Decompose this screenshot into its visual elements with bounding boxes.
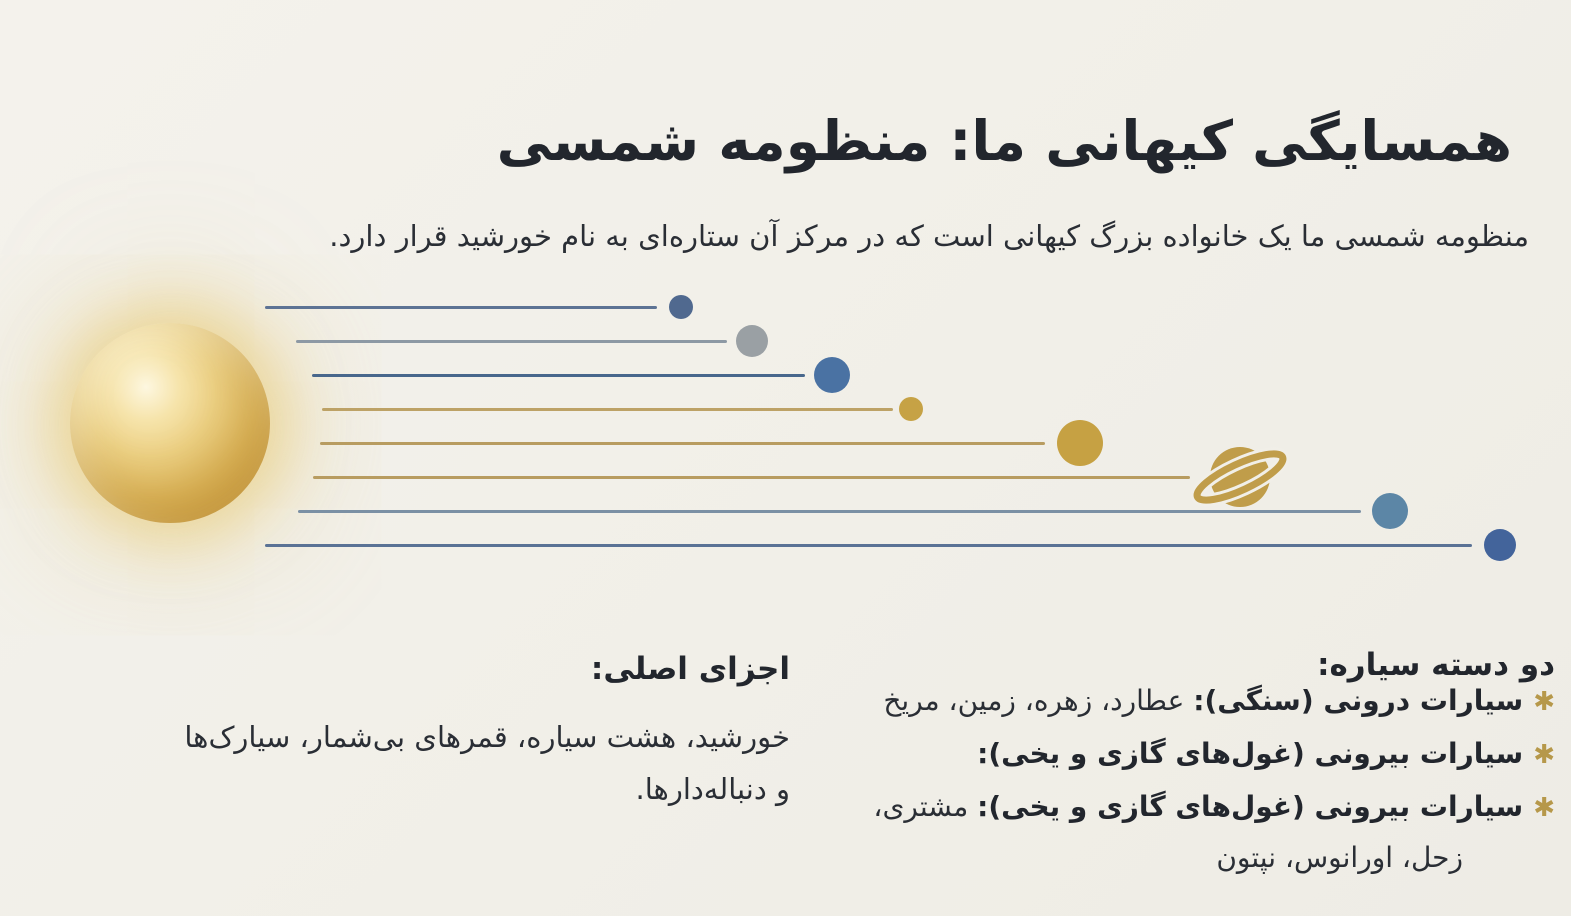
sun [70,323,270,523]
saturn-orbit-line [313,475,1190,479]
categories-list: ✱ سیارات درونی (سنگی): عطارد، زهره، زمین،… [813,676,1555,885]
categories-heading: دو دسته سیاره: [1317,646,1555,683]
components-heading: اجزای اصلی: [590,650,790,687]
uranus-orbit-line [298,509,1361,513]
page-subtitle: منظومه شمسی ما یک خانواده بزرگ کیهانی اس… [329,219,1529,253]
category-bullet: ✱ سیارات بیرونی (غول‌های گازی و یخی): [813,729,1555,780]
bullet-bold-label: سیارات درونی (سنگی): [1193,684,1524,717]
category-bullet: ✱ سیارات درونی (سنگی): عطارد، زهره، زمین،… [813,676,1555,727]
planet-jupiter [1057,420,1103,466]
asterisk-icon: ✱ [1533,740,1555,770]
bullet-text: مشتری، زحل، اورانوس، نپتون [873,790,1463,874]
jupiter-orbit-line [320,441,1045,445]
venus-orbit-line [296,339,727,343]
planet-mercury [669,295,693,319]
mars-orbit-line [322,407,893,411]
asterisk-icon: ✱ [1533,793,1555,823]
asterisk-icon: ✱ [1533,687,1555,717]
earth-orbit-line [312,373,805,377]
category-bullet: ✱ سیارات بیرونی (غول‌های گازی و یخی): مشت… [813,782,1555,883]
components-body: خورشید، هشت سیاره، قمرهای بی‌شمار، سیارک… [184,720,790,806]
planet-uranus [1372,493,1408,529]
planet-venus [736,325,768,357]
bullet-text: عطارد، زهره، زمین، مریخ [883,684,1185,717]
neptune-orbit-line [265,543,1472,547]
planet-saturn [1190,447,1290,507]
mercury-orbit-line [265,305,657,309]
bullet-bold-label: سیارات بیرونی (غول‌های گازی و یخی): [977,737,1524,770]
planet-mars [899,397,923,421]
page-title: همسایگی کیهانی ما: منظومه شمسی [496,108,1512,173]
planet-neptune [1484,529,1516,561]
planet-earth [814,357,850,393]
bullet-bold-label: سیارات بیرونی (غول‌های گازی و یخی): [977,790,1524,823]
